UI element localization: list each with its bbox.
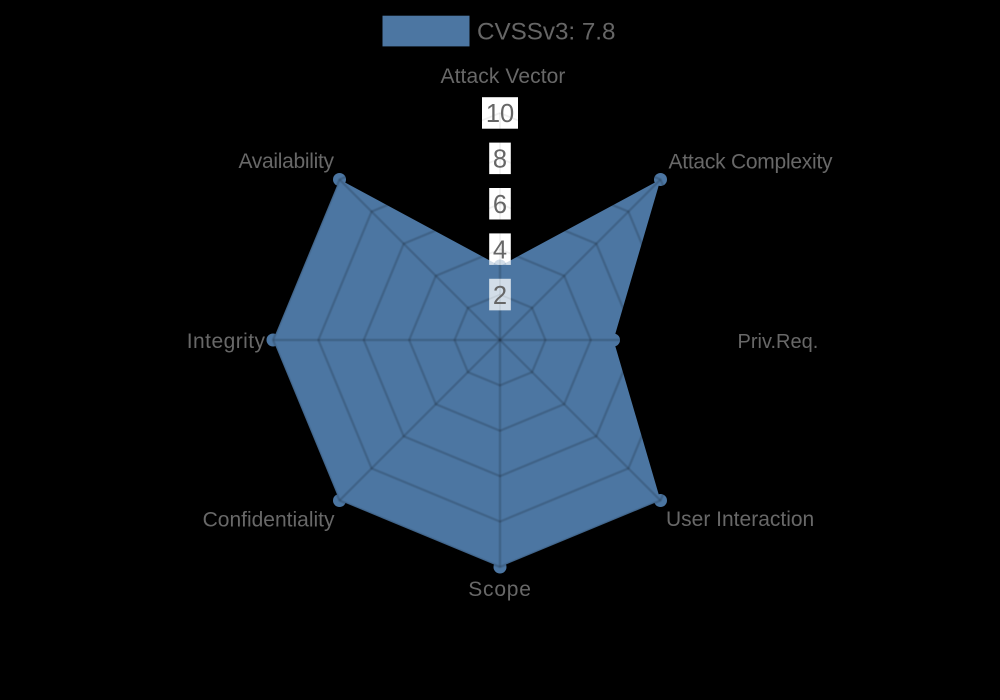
svg-text:Scope: Scope (468, 578, 532, 601)
svg-text:Availability: Availability (238, 150, 334, 173)
svg-text:CVSSv3: 7.8: CVSSv3: 7.8 (477, 18, 615, 45)
svg-text:8: 8 (493, 146, 507, 174)
svg-text:Attack Complexity: Attack Complexity (669, 151, 834, 174)
svg-text:10: 10 (486, 100, 514, 128)
svg-text:Integrity: Integrity (187, 330, 266, 353)
svg-text:2: 2 (493, 282, 507, 310)
svg-text:Confidentiality: Confidentiality (203, 508, 335, 531)
svg-text:4: 4 (493, 236, 507, 264)
svg-text:6: 6 (493, 191, 507, 219)
svg-text:Attack Vector: Attack Vector (440, 65, 565, 88)
svg-text:Priv.Req.: Priv.Req. (738, 331, 819, 353)
svg-text:User Interaction: User Interaction (666, 508, 814, 531)
